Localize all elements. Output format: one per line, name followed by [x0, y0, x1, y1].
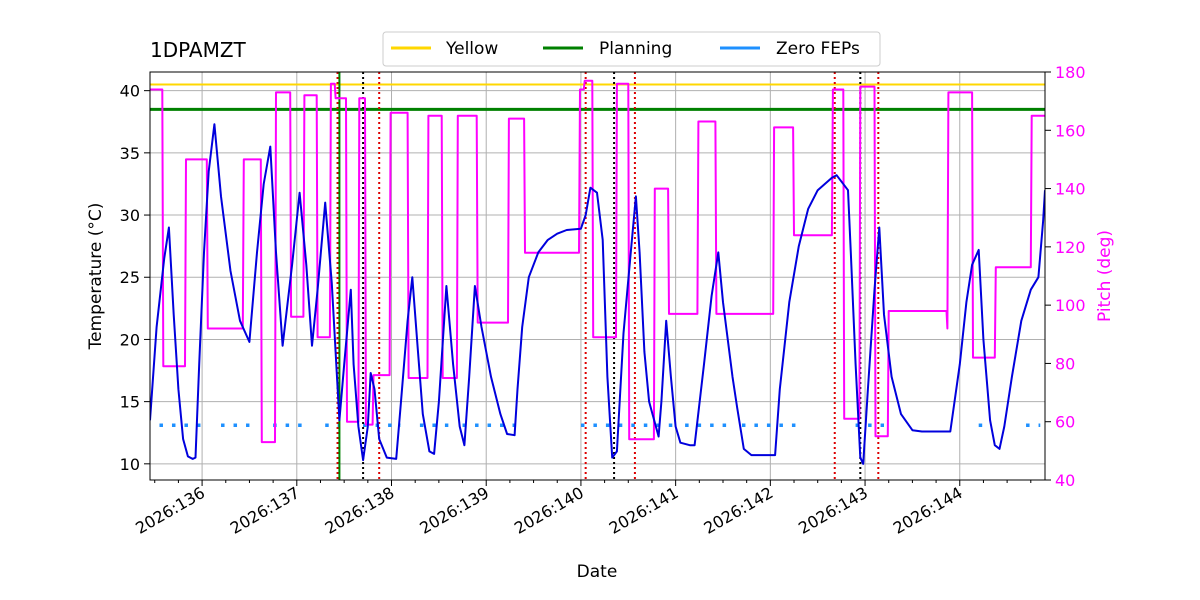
y2-tick-label: 180 — [1055, 63, 1086, 82]
y2-tick-label: 140 — [1055, 180, 1086, 199]
axes-frame — [149, 71, 1046, 481]
chart-title: 1DPAMZT — [150, 38, 247, 62]
x-tick-label: 2026:140 — [511, 483, 587, 538]
x-tick-label: 2026:144 — [890, 483, 966, 538]
y-tick-label: 10 — [120, 455, 140, 474]
y2-tick-label: 120 — [1055, 238, 1086, 257]
x-tick-label: 2026:143 — [795, 483, 871, 538]
y2-tick-label: 40 — [1055, 471, 1075, 490]
y-tick-label: 30 — [120, 206, 140, 225]
legend-label-zero-feps: Zero FEPs — [776, 39, 860, 59]
x-axis: 2026:136 2026:137 2026:138 2026:139 2026:140… — [132, 480, 1032, 538]
legend-label-planning: Planning — [599, 39, 672, 59]
y-tick-label: 40 — [120, 82, 140, 101]
grid-lines — [150, 72, 1045, 480]
x-tick-label: 2026:139 — [416, 483, 492, 538]
y-tick-label: 15 — [120, 393, 140, 412]
y-tick-label: 20 — [120, 330, 140, 349]
y-axis-left: 10 15 20 25 30 35 40 — [120, 82, 150, 474]
y-tick-label: 25 — [120, 268, 140, 287]
x-tick-label: 2026:141 — [606, 483, 682, 538]
x-tick-label: 2026:136 — [132, 483, 208, 538]
series-group — [150, 79, 1045, 465]
x-axis-title: Date — [577, 562, 618, 582]
x-tick-label: 2026:142 — [700, 483, 776, 538]
y-axis-title: Temperature (°C) — [86, 203, 106, 351]
temperature-series-line — [150, 123, 1045, 465]
limit-lines — [150, 83, 1045, 428]
y2-tick-label: 80 — [1055, 354, 1075, 373]
plot-area — [150, 72, 1045, 480]
x-tick-label: 2026:138 — [322, 483, 398, 538]
legend-box — [382, 31, 881, 67]
pitch-series-line — [150, 79, 1045, 444]
y-axis-right: 40 60 80 100 120 140 160 180 — [1045, 63, 1086, 490]
y2-tick-label: 60 — [1055, 413, 1075, 432]
legend: Yellow Planning Zero FEPs — [382, 31, 881, 67]
y2-tick-label: 160 — [1055, 121, 1086, 140]
legend-label-yellow: Yellow — [445, 39, 498, 59]
y2-tick-label: 100 — [1055, 296, 1086, 315]
y-tick-label: 35 — [120, 144, 140, 163]
y2-axis-title: Pitch (deg) — [1095, 230, 1115, 322]
x-tick-label: 2026:137 — [227, 483, 303, 538]
